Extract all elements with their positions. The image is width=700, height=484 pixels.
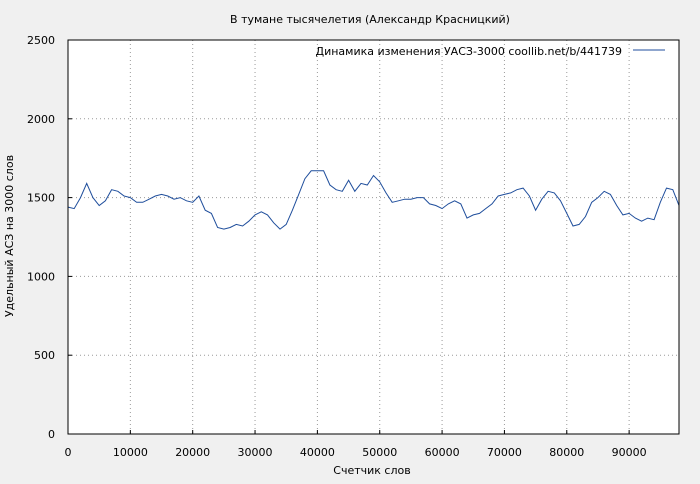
plot-area bbox=[68, 40, 679, 434]
x-tick-label: 10000 bbox=[113, 446, 148, 459]
x-axis-label: Счетчик слов bbox=[333, 464, 410, 477]
y-tick-label: 500 bbox=[34, 349, 55, 362]
chart-title: В тумане тысячелетия (Александр Красницк… bbox=[230, 13, 510, 26]
plot-frame bbox=[67, 39, 680, 435]
x-tick-label: 30000 bbox=[238, 446, 273, 459]
x-tick-label: 90000 bbox=[612, 446, 647, 459]
grid-lines bbox=[68, 40, 679, 434]
y-axis-label: Удельный АСЗ на 3000 слов bbox=[3, 155, 16, 317]
axis-ticks: 0 10000 20000 30000 40000 50000 60000 70000 8000… bbox=[27, 34, 647, 459]
series-line bbox=[67, 170, 680, 230]
y-tick-label: 0 bbox=[48, 428, 55, 441]
legend: Динамика изменения УАСЗ-3000 coollib.net… bbox=[316, 45, 665, 58]
x-tick-label: 50000 bbox=[362, 446, 397, 459]
x-tick-label: 0 bbox=[65, 446, 72, 459]
y-tick-label: 1000 bbox=[27, 270, 55, 283]
y-tick-label: 1500 bbox=[27, 192, 55, 205]
y-tick-label: 2000 bbox=[27, 113, 55, 126]
x-tick-label: 60000 bbox=[425, 446, 460, 459]
x-tick-label: 40000 bbox=[300, 446, 335, 459]
x-tick-label: 70000 bbox=[487, 446, 522, 459]
x-tick-label: 80000 bbox=[549, 446, 584, 459]
x-tick-label: 20000 bbox=[175, 446, 210, 459]
legend-label: Динамика изменения УАСЗ-3000 coollib.net… bbox=[316, 45, 623, 58]
y-tick-label: 2500 bbox=[27, 34, 55, 47]
